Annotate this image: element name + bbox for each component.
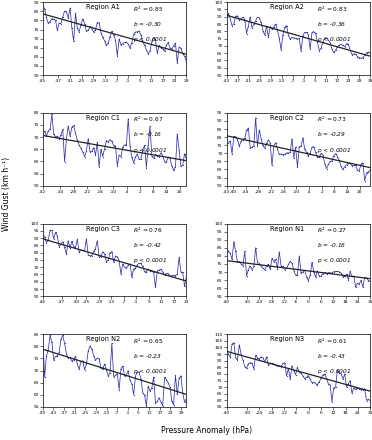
Text: $R^2$ = 0.83: $R^2$ = 0.83: [317, 4, 347, 14]
Text: $p$ < 0.0001: $p$ < 0.0001: [133, 256, 167, 265]
Text: $b$ = -0.29: $b$ = -0.29: [317, 130, 346, 138]
Text: Region N2: Region N2: [86, 336, 120, 342]
Text: $p$ < 0.0001: $p$ < 0.0001: [317, 35, 351, 44]
Text: $R^2$ = 0.76: $R^2$ = 0.76: [133, 226, 163, 235]
Text: $b$ = -0.30: $b$ = -0.30: [133, 20, 163, 28]
Text: $R^2$ = 0.85: $R^2$ = 0.85: [133, 4, 164, 14]
Text: $R^2$ = 0.73: $R^2$ = 0.73: [317, 115, 347, 125]
Text: Region C2: Region C2: [270, 115, 304, 121]
Text: $b$ = -0.16: $b$ = -0.16: [317, 241, 346, 249]
Text: Region C3: Region C3: [86, 226, 120, 232]
Text: $R^2$ = 0.67: $R^2$ = 0.67: [133, 115, 164, 125]
Text: $R^2$ = 0.61: $R^2$ = 0.61: [317, 336, 347, 346]
Text: $p$ < 0.0001: $p$ < 0.0001: [317, 256, 351, 265]
Text: $p$ < 0.0001: $p$ < 0.0001: [133, 35, 167, 44]
Text: $b$ = -0.43: $b$ = -0.43: [317, 352, 346, 359]
Text: $b$ = -0.16: $b$ = -0.16: [133, 130, 163, 138]
Text: Region A2: Region A2: [270, 4, 304, 11]
Text: $b$ = -0.23: $b$ = -0.23: [133, 352, 162, 359]
Text: Wind Gust (km h⁻¹): Wind Gust (km h⁻¹): [2, 157, 11, 231]
Text: Pressure Anomaly (hPa): Pressure Anomaly (hPa): [161, 426, 252, 435]
Text: $p$ < 0.0001: $p$ < 0.0001: [317, 146, 351, 154]
Text: Region N1: Region N1: [270, 226, 304, 232]
Text: $R^2$ = 0.65: $R^2$ = 0.65: [133, 336, 164, 346]
Text: $p$ < 0.0001: $p$ < 0.0001: [133, 146, 167, 154]
Text: $p$ < 0.0001: $p$ < 0.0001: [133, 367, 167, 376]
Text: Region N3: Region N3: [270, 336, 304, 342]
Text: $b$ = -0.42: $b$ = -0.42: [133, 241, 163, 249]
Text: $R^2$ = 0.27: $R^2$ = 0.27: [317, 226, 347, 235]
Text: $p$ < 0.0001: $p$ < 0.0001: [317, 367, 351, 376]
Text: Region C1: Region C1: [86, 115, 120, 121]
Text: Region A1: Region A1: [86, 4, 120, 11]
Text: $b$ = -0.36: $b$ = -0.36: [317, 20, 346, 28]
